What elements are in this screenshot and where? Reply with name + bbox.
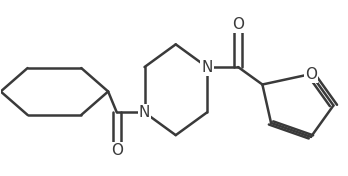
Text: O: O (111, 143, 123, 158)
Text: N: N (201, 59, 213, 75)
Text: O: O (305, 67, 317, 81)
Text: N: N (139, 105, 150, 120)
Text: O: O (232, 17, 244, 32)
